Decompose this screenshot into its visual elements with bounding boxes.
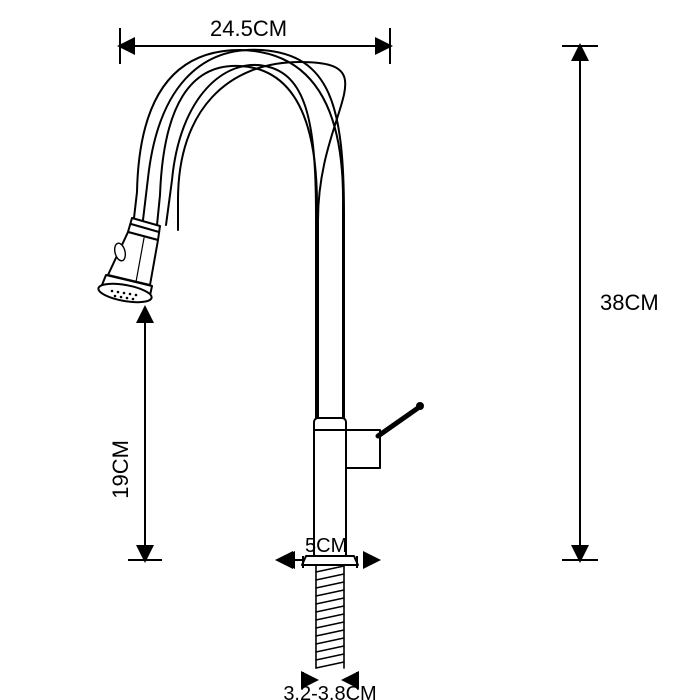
faucet-outline	[97, 48, 424, 668]
dim-label-thread-width: 3.2-3.8CM	[283, 683, 376, 700]
dim-label-height-right: 38CM	[600, 290, 659, 315]
dim-label-width-top: 24.5CM	[210, 16, 287, 41]
faucet-dimension-diagram: 24.5CM 38CM 19CM 5CM 3.2-3.8CM	[0, 0, 700, 700]
dim-label-base-width: 5CM	[305, 535, 347, 557]
dim-label-spout-clearance: 19CM	[108, 440, 133, 499]
